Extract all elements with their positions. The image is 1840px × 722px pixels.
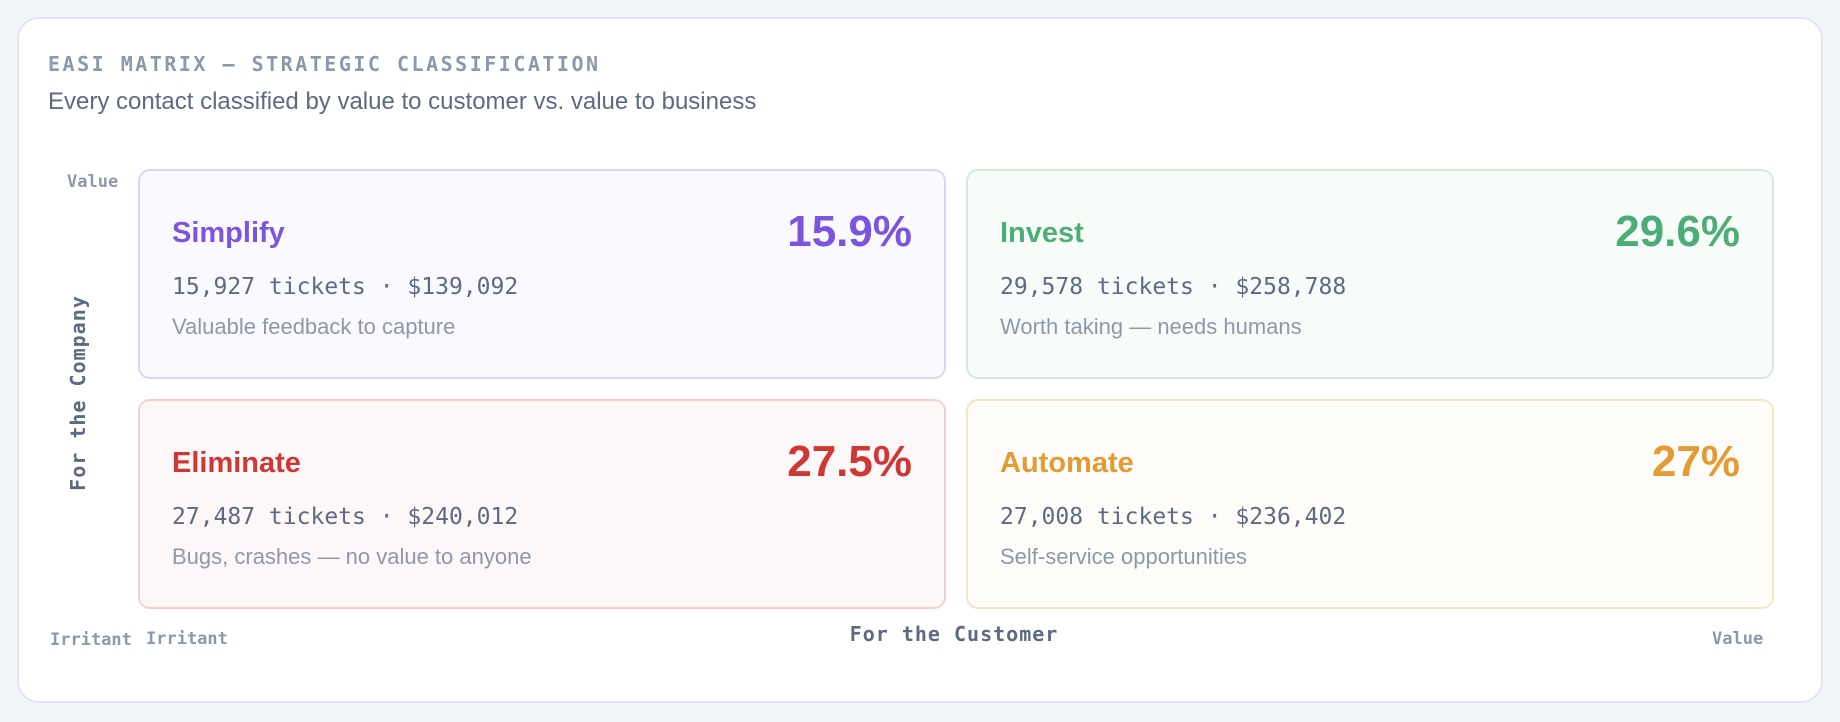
- y-axis-bottom-label: Irritant: [50, 630, 132, 650]
- quadrant-invest: Invest 29.6% 29,578 tickets · $258,788 W…: [966, 169, 1774, 379]
- y-axis-title: For the Company: [66, 295, 90, 491]
- quadrant-stats: 27,008 tickets · $236,402: [1000, 504, 1347, 530]
- quadrant-percent: 27%: [1651, 437, 1740, 486]
- y-axis-top-label: Value: [67, 172, 119, 192]
- quadrant-eliminate: Eliminate 27.5% 27,487 tickets · $240,01…: [138, 399, 946, 609]
- quadrant-stats: 29,578 tickets · $258,788: [1000, 274, 1347, 300]
- quadrant-description: Bugs, crashes — no value to anyone: [172, 544, 532, 569]
- section-subtitle: Every contact classified by value to cus…: [48, 88, 757, 115]
- quadrant-percent: 15.9%: [787, 207, 912, 256]
- quadrant-description: Valuable feedback to capture: [172, 314, 456, 339]
- x-axis-right-label: Value: [1712, 629, 1764, 649]
- quadrant-title: Simplify: [172, 217, 285, 249]
- quadrant-stats: 27,487 tickets · $240,012: [172, 504, 519, 530]
- quadrant-title: Eliminate: [172, 447, 301, 479]
- quadrant-title: Invest: [1000, 217, 1084, 249]
- x-axis-title: For the Customer: [849, 622, 1059, 646]
- quadrant-simplify: Simplify 15.9% 15,927 tickets · $139,092…: [138, 169, 946, 379]
- quadrant-percent: 29.6%: [1615, 207, 1740, 256]
- quadrant-automate: Automate 27% 27,008 tickets · $236,402 S…: [966, 399, 1774, 609]
- quadrant-stats: 15,927 tickets · $139,092: [172, 274, 519, 300]
- section-eyebrow: EASI MATRIX — STRATEGIC CLASSIFICATION: [48, 52, 601, 76]
- quadrant-description: Worth taking — needs humans: [1000, 314, 1302, 339]
- quadrant-description: Self-service opportunities: [1000, 544, 1248, 569]
- quadrant-percent: 27.5%: [787, 437, 912, 486]
- quadrant-title: Automate: [1000, 447, 1134, 479]
- x-axis-left-label: Irritant: [146, 629, 228, 649]
